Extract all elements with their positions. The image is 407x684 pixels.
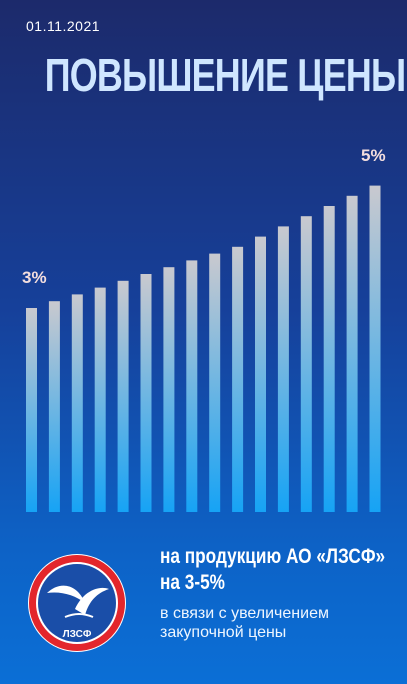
chart-bar bbox=[48, 301, 60, 512]
reason-line-2: закупочной цены bbox=[160, 624, 287, 641]
chart-bar bbox=[94, 287, 106, 512]
chart-bar bbox=[209, 253, 221, 512]
chart-bar bbox=[232, 246, 244, 513]
chart-bar bbox=[255, 236, 266, 512]
reason-line-1: в связи с увеличением bbox=[160, 605, 329, 622]
start-percent-label: 3% bbox=[22, 268, 47, 287]
announcement-line-2: на 3-5% bbox=[160, 571, 225, 594]
chart-bar bbox=[26, 308, 37, 512]
logo-emblem-icon: ЛЗСФ bbox=[28, 554, 126, 652]
page-title: ПОВЫШЕНИЕ ЦЕНЫ bbox=[44, 49, 406, 101]
announcement-line-1: на продукцию АО «ЛЗСФ» bbox=[160, 545, 386, 568]
company-logo: ЛЗСФ bbox=[25, 551, 129, 655]
chart-bar bbox=[186, 260, 198, 512]
chart-bar bbox=[140, 274, 152, 512]
chart-bar bbox=[369, 185, 381, 512]
end-percent-label: 5% bbox=[361, 146, 386, 165]
chart-bar bbox=[163, 267, 175, 512]
announcement-text: на продукцию АО «ЛЗСФ» на 3-5% в связи с… bbox=[160, 544, 407, 642]
date-label: 01.11.2021 bbox=[26, 18, 101, 34]
chart-bar bbox=[300, 216, 312, 512]
logo-text: ЛЗСФ bbox=[63, 629, 92, 640]
chart-bar bbox=[323, 206, 335, 512]
chart-bar bbox=[71, 294, 83, 512]
chart-bar bbox=[346, 195, 358, 513]
chart-bar bbox=[277, 226, 289, 512]
chart-bar bbox=[117, 280, 129, 512]
